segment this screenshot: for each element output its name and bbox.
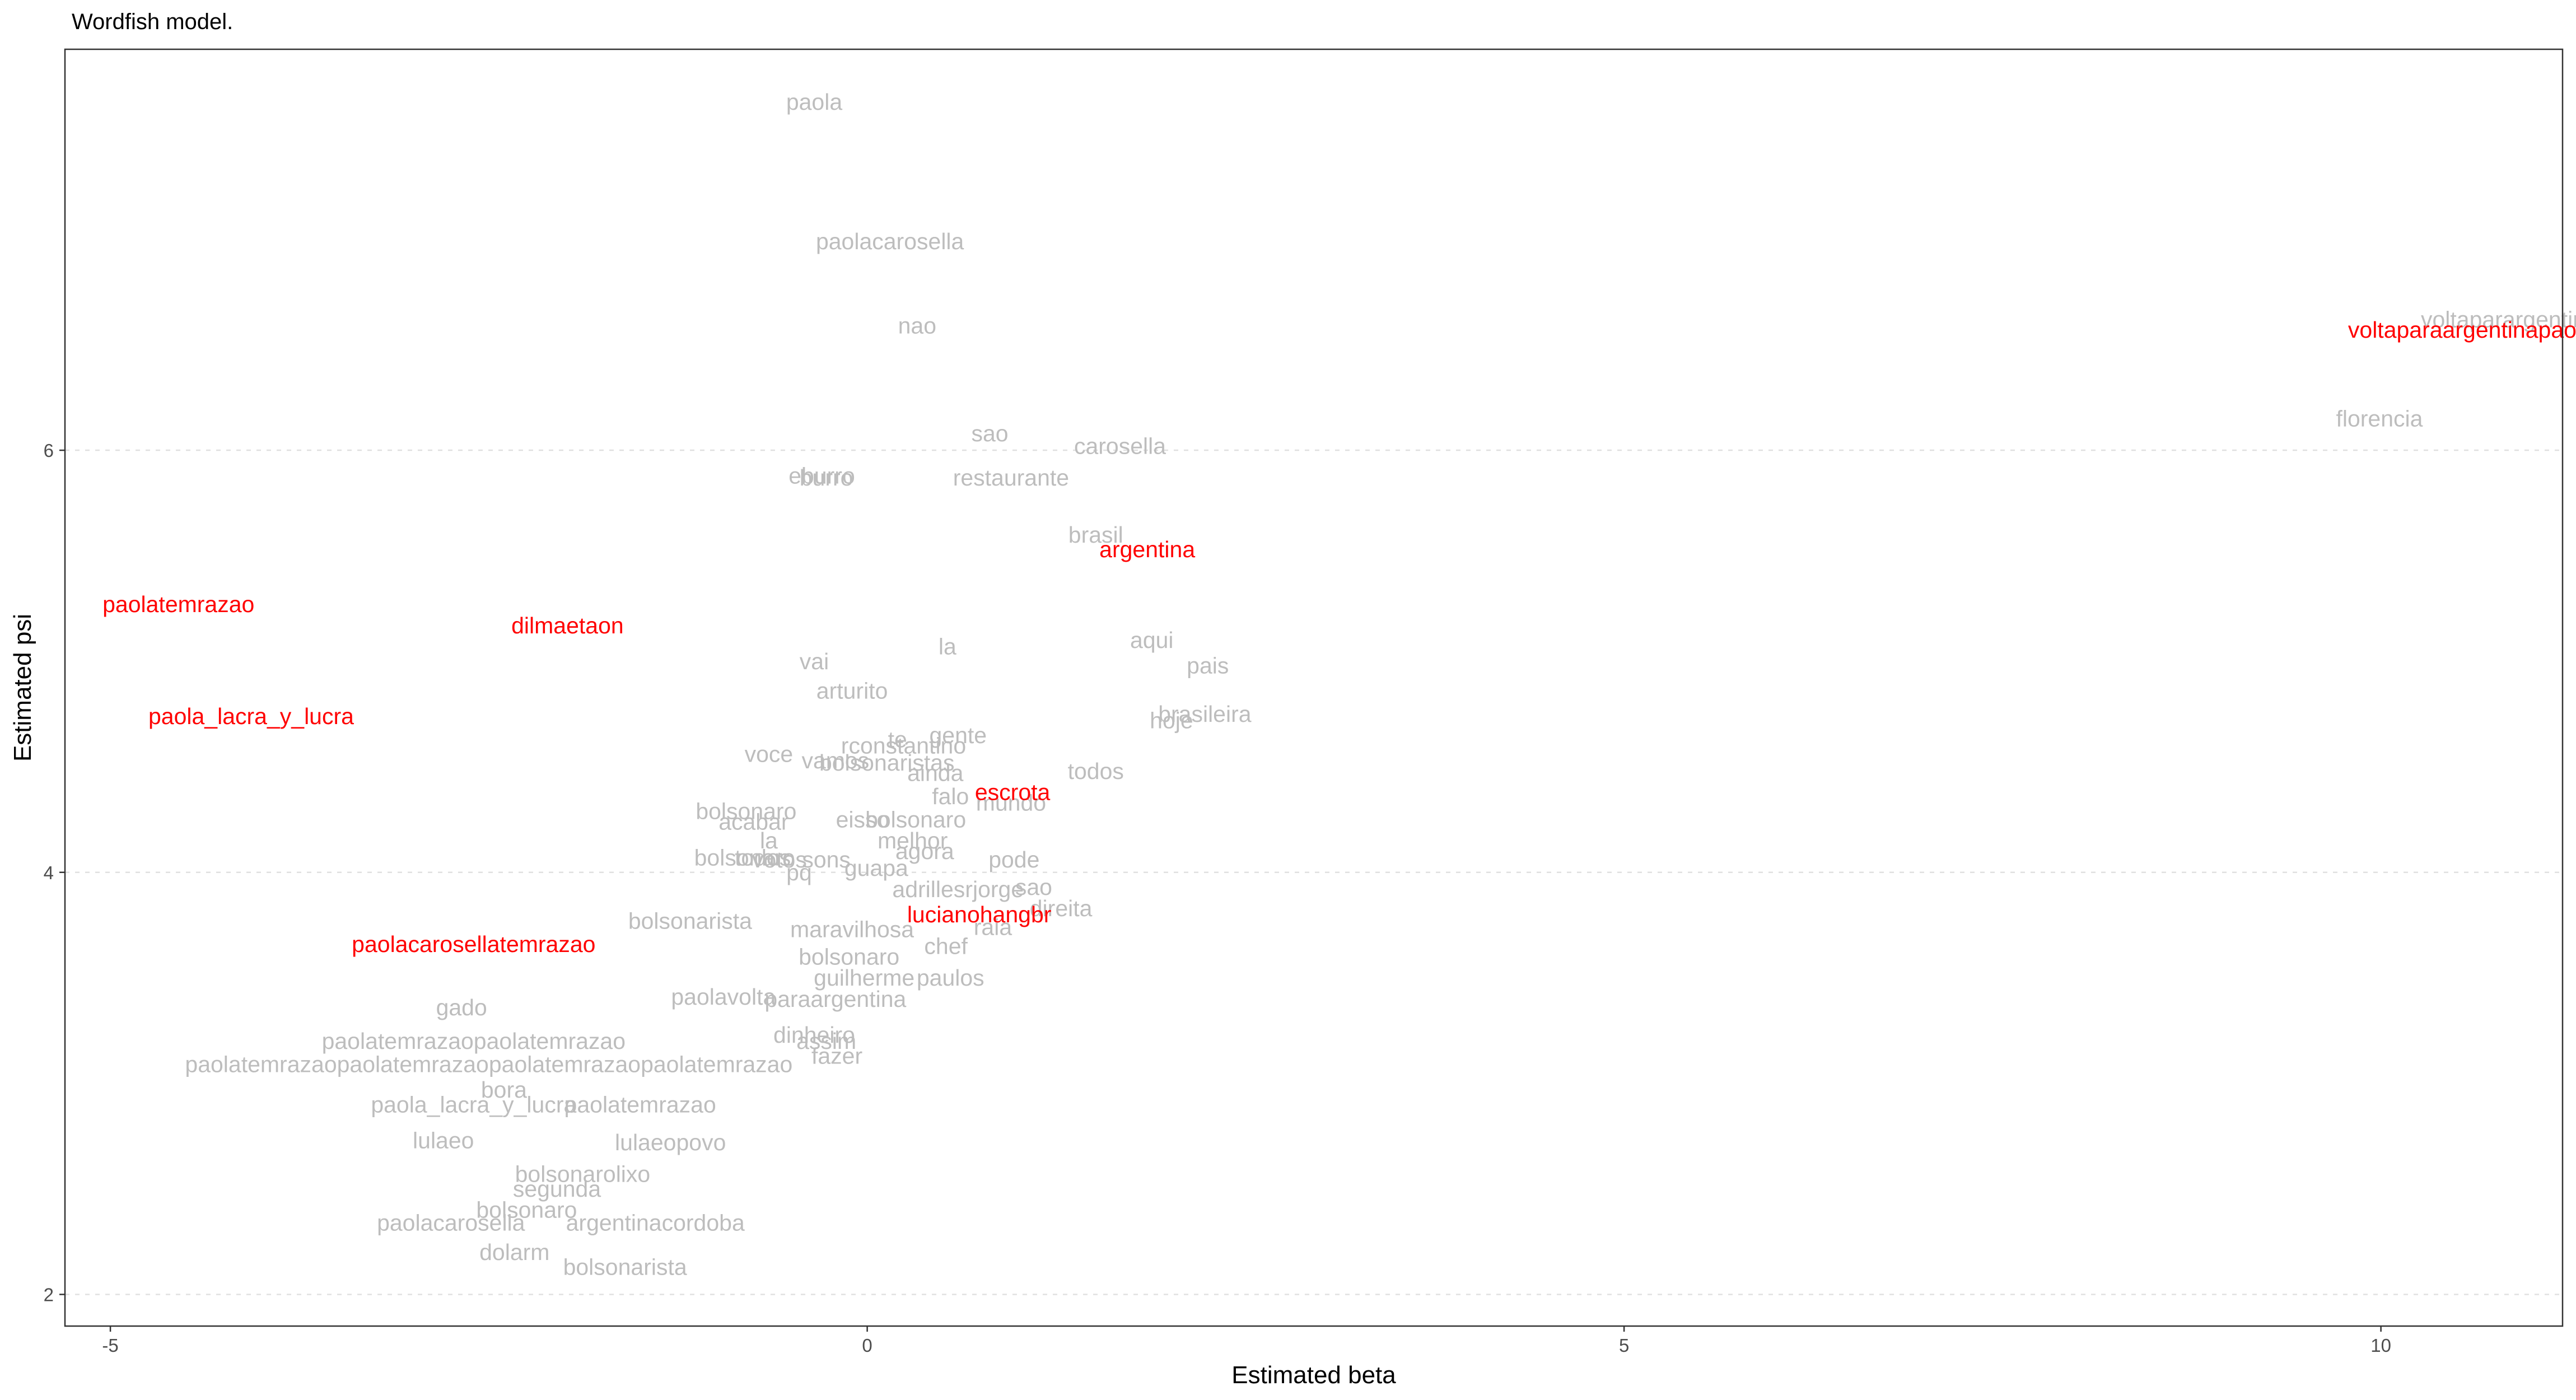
word-point: bolsonaro: [696, 798, 796, 824]
word-point: vamos: [801, 748, 869, 773]
x-tick-label: 10: [2370, 1335, 2391, 1356]
highlighted-word-point: voltaparaargentinapaolacarosella: [2348, 317, 2576, 343]
word-point: brasil: [1068, 522, 1123, 548]
chart-title: Wordfish model.: [72, 10, 233, 34]
word-point: paolatemrazaopaolatemrazaopaolatemrazaop…: [185, 1052, 792, 1077]
word-point: mundo: [976, 790, 1046, 815]
word-point: votos: [752, 847, 807, 872]
word-point: paolacarosella: [377, 1210, 525, 1235]
word-point: voltaparargentina: [2421, 306, 2576, 332]
highlighted-word-points: voltaparaargentinapaolacarosella argentin…: [102, 317, 2576, 957]
word-point: raia: [974, 914, 1012, 940]
word-point: paulos: [917, 965, 984, 991]
word-point: bolsonaro: [476, 1197, 577, 1223]
word-point: todos: [735, 844, 791, 870]
word-point: paolatemrazao: [564, 1091, 716, 1117]
word-point: eburro: [788, 463, 855, 488]
word-point: agora: [895, 838, 954, 864]
word-point: pais: [1187, 652, 1229, 678]
word-point: melhor: [878, 828, 948, 853]
word-point: bolsonaro: [694, 844, 795, 870]
word-point: hoje: [1150, 707, 1193, 733]
x-axis-ticks: -5 0 5 10: [102, 1326, 2391, 1356]
word-point: bolsonaro: [865, 807, 966, 833]
word-point: pq: [786, 860, 812, 885]
word-point: bolsonaristas: [819, 750, 955, 776]
word-point: lulaeopovo: [615, 1130, 726, 1155]
word-point: assim: [796, 1028, 856, 1054]
word-point: sao: [1015, 874, 1052, 900]
word-point: la: [760, 828, 778, 853]
word-point: burro: [800, 465, 853, 491]
grid-lines: [65, 449, 2563, 1295]
word-point: dinheiro: [773, 1022, 855, 1048]
y-tick-label: 6: [44, 440, 54, 461]
word-point: paolatemrazaopaolatemrazao: [322, 1028, 626, 1054]
word-point: la: [939, 634, 956, 660]
x-axis-title: Estimated beta: [1231, 1361, 1396, 1389]
y-axis-ticks: 2 4 6: [44, 440, 65, 1305]
word-point: eisso: [836, 807, 890, 833]
word-point: bolsonarista: [563, 1254, 687, 1280]
word-point: todos: [1068, 758, 1124, 784]
word-point: paola: [786, 89, 843, 115]
highlighted-word-point: paolacarosellatemrazao: [352, 931, 595, 957]
highlighted-word-point: dilmaetaon: [511, 613, 624, 638]
word-point: bolsonarista: [628, 908, 752, 934]
word-point: chef: [924, 934, 968, 959]
highlighted-word-point: lucianohangbr: [907, 902, 1052, 927]
x-tick-label: 5: [1619, 1335, 1629, 1356]
x-tick-label: 0: [862, 1335, 872, 1356]
word-point: bolsonarolixo: [515, 1161, 651, 1187]
highlighted-word-point: paola_lacra_y_lucra: [148, 703, 354, 729]
word-point: sons: [802, 847, 851, 872]
word-point: falo: [932, 783, 969, 809]
word-point: bolsonaro: [799, 944, 899, 969]
x-tick-label: -5: [102, 1335, 118, 1356]
word-point: pode: [988, 847, 1039, 872]
word-point: paraargentina: [764, 986, 906, 1012]
word-point: sao: [971, 421, 1008, 446]
word-point: carosella: [1074, 433, 1166, 459]
word-point: florencia: [2336, 406, 2423, 432]
highlighted-word-point: argentina: [1099, 536, 1195, 562]
word-point: ainda: [907, 760, 964, 786]
word-point: vai: [800, 648, 829, 674]
word-point: paolacarosella: [816, 228, 964, 254]
y-axis-title: Estimated psi: [9, 614, 36, 762]
word-point: nao: [898, 313, 936, 339]
word-point: arturito: [816, 678, 888, 704]
word-point: lulaeo: [413, 1127, 474, 1153]
word-point: bora: [481, 1077, 527, 1103]
word-points: paola paolacarosella nao voltaparargentina f…: [185, 89, 2576, 1280]
highlighted-word-point: paolatemrazao: [102, 591, 254, 617]
word-point: gente: [929, 722, 987, 748]
word-point: acabar: [718, 809, 788, 834]
word-point: te: [888, 726, 907, 752]
word-point: voce: [745, 741, 794, 767]
word-point: aqui: [1130, 627, 1174, 653]
word-point: argentinacordoba: [566, 1210, 745, 1235]
plot-panel: [64, 48, 2564, 1327]
word-point: segunda: [513, 1176, 601, 1202]
word-point: direita: [1030, 895, 1093, 921]
word-point: adrillesrjorge: [892, 876, 1024, 902]
word-point: rconstantino: [841, 733, 966, 759]
word-point: dolarm: [479, 1239, 549, 1265]
word-point: paolavolta: [671, 984, 776, 1010]
word-point: guapa: [844, 855, 908, 881]
word-point: guilherme: [814, 965, 914, 991]
word-point: paola_lacra_y_lucra: [371, 1091, 576, 1117]
word-point: fazer: [811, 1043, 862, 1069]
y-tick-label: 2: [44, 1284, 54, 1305]
word-point: brasileira: [1158, 701, 1252, 727]
word-point: restaurante: [953, 465, 1069, 491]
highlighted-word-point: escrota: [975, 780, 1051, 805]
word-point: gado: [436, 995, 487, 1020]
word-point: maravilhosa: [790, 917, 914, 942]
y-tick-label: 4: [44, 862, 54, 883]
